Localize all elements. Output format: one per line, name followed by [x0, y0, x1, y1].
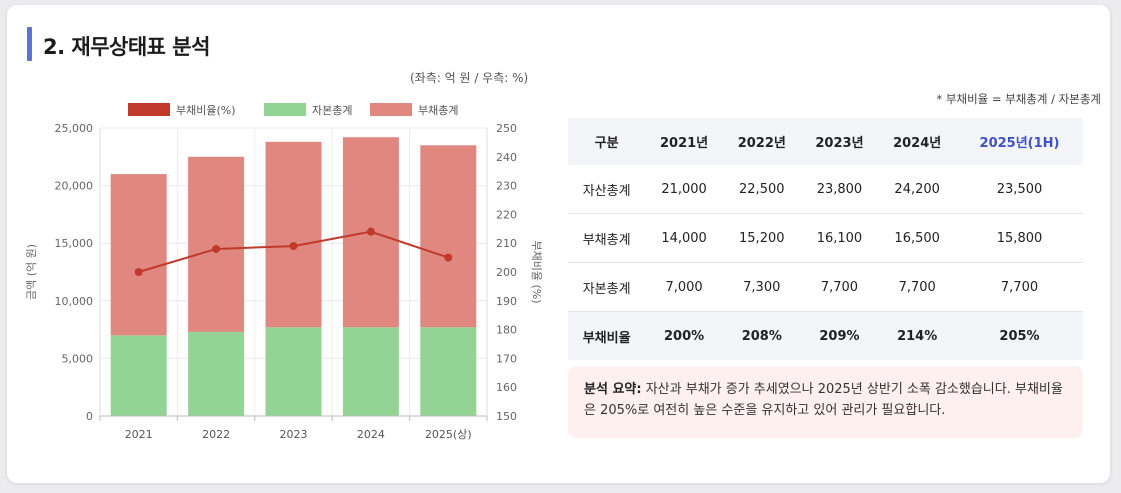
- balance-sheet-chart: 0 5,000 10,000 15,000 20,000 25,000 150 160 170 1…: [25, 103, 543, 441]
- bar-equity: [188, 331, 245, 416]
- y2-tick-label: 250: [496, 122, 517, 135]
- table-cell: 22,500: [722, 165, 801, 214]
- table-cell: 16,100: [800, 213, 879, 263]
- header-category: 구분: [568, 118, 646, 165]
- table-cell: 200%: [645, 311, 723, 360]
- y2-tick-label: 190: [496, 295, 517, 308]
- table-cell: 23,500: [956, 165, 1083, 214]
- table-cell: 214%: [878, 311, 957, 360]
- financial-table: 구분 2021년 2022년 2023년 2024년 2025년(1H) 자산총…: [568, 118, 1083, 360]
- table-cell: 7,700: [956, 262, 1083, 312]
- table-cell: 7,300: [722, 262, 801, 312]
- analysis-summary: 분석 요약: 자산과 부채가 증가 추세였으나 2025년 상반기 소폭 감소했…: [568, 366, 1083, 438]
- y-tick-label: 10,000: [55, 295, 94, 308]
- y2-tick-label: 200: [496, 266, 517, 279]
- bar-liabilities: [188, 156, 245, 332]
- table-cell: 23,800: [800, 165, 879, 214]
- bar-equity: [342, 327, 399, 416]
- y2-tick-label: 210: [496, 237, 517, 250]
- table-row-debt-ratio: 부채비율 200% 208% 209% 214% 205%: [568, 311, 1083, 360]
- header-2023: 2023년: [800, 118, 879, 165]
- header-2021: 2021년: [645, 118, 723, 165]
- title-accent-bar: [27, 27, 32, 61]
- table-cell: 21,000: [645, 165, 723, 214]
- legend-swatch: [264, 103, 306, 116]
- x-tick-label: 2022: [202, 428, 230, 441]
- x-tick-label: 2021: [125, 428, 153, 441]
- y2-tick-label: 160: [496, 381, 517, 394]
- ratio-point: [212, 244, 221, 253]
- legend-label: 부채총계: [418, 104, 458, 117]
- bar-liabilities: [265, 141, 322, 328]
- ratio-point: [289, 242, 298, 251]
- y2-tick-label: 180: [496, 324, 517, 337]
- table-cell: 7,700: [878, 262, 957, 312]
- header-2025-1h: 2025년(1H): [956, 118, 1083, 165]
- legend-label: 부채비율(%): [176, 104, 236, 117]
- table-row-total-liabilities: 부채총계 14,000 15,200 16,100 16,500 15,800: [568, 213, 1083, 263]
- y2-tick-label: 240: [496, 151, 517, 164]
- row-label: 부채총계: [568, 213, 646, 263]
- table-cell: 7,000: [645, 262, 723, 312]
- legend-label: 자본총계: [312, 104, 352, 117]
- summary-text: 자산과 부채가 증가 추세였으나 2025년 상반기 소폭 감소했습니다. 부채…: [584, 382, 1063, 418]
- ratio-point: [366, 227, 375, 236]
- summary-label: 분석 요약:: [584, 382, 642, 397]
- table-cell: 15,800: [956, 213, 1083, 263]
- y-axis-title: 금액 (억 원): [25, 244, 38, 300]
- y2-tick-label: 170: [496, 352, 517, 365]
- header-2022: 2022년: [722, 118, 801, 165]
- chart-bars: [110, 137, 477, 416]
- y-tick-label: 15,000: [55, 237, 94, 250]
- bar-equity: [110, 335, 167, 416]
- x-tick-label: 2024: [357, 428, 385, 441]
- table-row-total-equity: 자본총계 7,000 7,300 7,700 7,700 7,700: [568, 262, 1083, 312]
- bar-equity: [420, 327, 477, 416]
- bar-equity: [265, 327, 322, 416]
- chart-ratio-line: [134, 227, 453, 276]
- header-2024: 2024년: [878, 118, 957, 165]
- x-tick-label: 2023: [280, 428, 308, 441]
- legend-swatch: [128, 103, 170, 116]
- row-label: 자산총계: [568, 165, 646, 214]
- table-cell: 24,200: [878, 165, 957, 214]
- bar-liabilities: [110, 174, 167, 336]
- y2-axis-title: 부채비율 (%): [530, 240, 543, 303]
- table-cell: 205%: [956, 311, 1083, 360]
- bar-liabilities: [420, 145, 477, 328]
- table-header-row: 구분 2021년 2022년 2023년 2024년 2025년(1H): [568, 118, 1083, 165]
- row-label: 부채비율: [568, 311, 646, 360]
- y2-tick-label: 150: [496, 410, 517, 423]
- chart-legend: 부채비율(%) 자본총계 부채총계: [128, 103, 458, 117]
- y2-tick-label: 220: [496, 208, 517, 221]
- section-title: 2. 재무상태표 분석: [43, 35, 210, 59]
- table-cell: 16,500: [878, 213, 957, 263]
- y-tick-label: 5,000: [62, 352, 94, 365]
- chart-axes: 0 5,000 10,000 15,000 20,000 25,000 150 160 170 1…: [25, 122, 543, 441]
- table-cell: 7,700: [800, 262, 879, 312]
- formula-note: * 부채비율 = 부채총계 / 자본총계: [936, 92, 1102, 106]
- table-cell: 14,000: [645, 213, 723, 263]
- ratio-point: [134, 268, 143, 276]
- table-row-total-assets: 자산총계 21,000 22,500 23,800 24,200 23,500: [568, 165, 1083, 214]
- x-tick-label: 2025(상): [425, 428, 472, 441]
- row-label: 자본총계: [568, 262, 646, 312]
- legend-swatch: [370, 103, 412, 116]
- unit-note: (좌측: 억 원 / 우측: %): [410, 71, 529, 85]
- y-tick-label: 20,000: [55, 180, 94, 193]
- y2-tick-label: 230: [496, 180, 517, 193]
- ratio-point: [444, 253, 453, 262]
- y-tick-label: 25,000: [55, 122, 94, 135]
- table-cell: 208%: [722, 311, 801, 360]
- table-cell: 15,200: [722, 213, 801, 263]
- y-tick-label: 0: [86, 410, 93, 423]
- table-cell: 209%: [800, 311, 879, 360]
